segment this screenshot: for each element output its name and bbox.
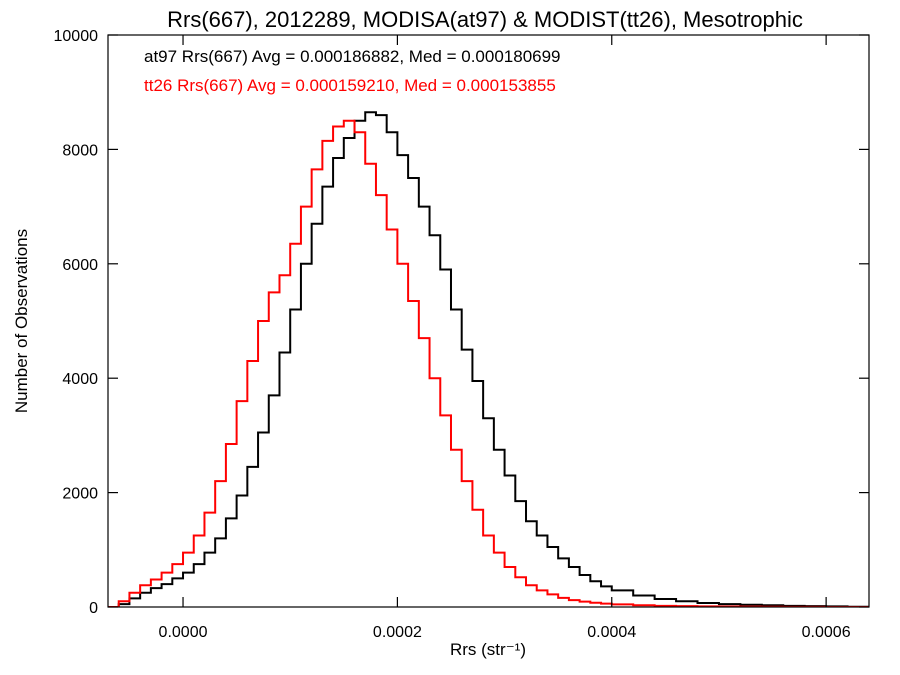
x-tick-label: 0.0004 bbox=[587, 624, 636, 641]
plot-frame bbox=[107, 34, 870, 608]
y-tick-label: 8000 bbox=[62, 142, 98, 159]
y-tick-label: 6000 bbox=[62, 257, 98, 274]
series-line-0 bbox=[108, 111, 869, 607]
x-axis-label: Rrs (str⁻¹) bbox=[450, 640, 526, 659]
y-tick-label: 2000 bbox=[62, 486, 98, 503]
annotation-tt26: tt26 Rrs(667) Avg = 0.000159210, Med = 0… bbox=[144, 76, 556, 95]
chart-title: Rrs(667), 2012289, MODISA(at97) & MODIST… bbox=[167, 7, 803, 32]
series-line-1 bbox=[108, 119, 869, 607]
y-tick-label: 0 bbox=[89, 600, 98, 617]
plot-area bbox=[108, 111, 869, 607]
y-tick-label: 10000 bbox=[54, 28, 99, 45]
x-tick-label: 0.0006 bbox=[802, 624, 851, 641]
y-axis-label: Number of Observations bbox=[12, 229, 31, 413]
x-tick-label: 0.0000 bbox=[159, 624, 208, 641]
series-layer bbox=[108, 111, 869, 607]
x-tick-label: 0.0002 bbox=[373, 624, 422, 641]
x-axis-ticks: 0.0000 0.0002 0.0004 0.0006 bbox=[159, 35, 851, 641]
y-axis-ticks: 0 2000 4000 6000 8000 10000 bbox=[54, 28, 869, 617]
y-tick-label: 4000 bbox=[62, 371, 98, 388]
annotation-at97: at97 Rrs(667) Avg = 0.000186882, Med = 0… bbox=[144, 47, 561, 66]
